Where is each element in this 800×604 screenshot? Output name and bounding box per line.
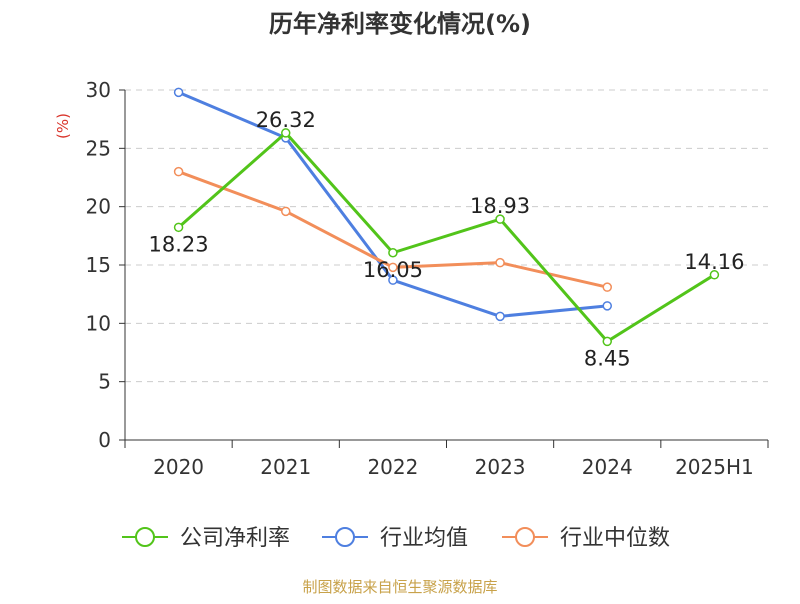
legend-marker <box>335 527 355 547</box>
data-point <box>173 166 184 177</box>
x-tick-label: 2022 <box>367 455 418 479</box>
legend-marker <box>515 527 535 547</box>
y-tick-label: 15 <box>86 253 111 277</box>
data-point <box>495 257 505 268</box>
x-tick-label: 2020 <box>153 455 204 479</box>
data-point <box>709 270 720 280</box>
y-tick-label: 25 <box>86 136 111 160</box>
data-label: 8.45 <box>584 346 631 370</box>
data-point <box>602 336 612 347</box>
y-tick-label: 10 <box>86 311 111 335</box>
y-tick-label: 20 <box>86 195 111 219</box>
data-label: 18.93 <box>470 194 530 218</box>
y-tick-label: 0 <box>98 428 111 452</box>
series-lines <box>173 87 720 347</box>
legend-label: 公司净利率 <box>180 526 290 551</box>
data-point <box>388 262 398 273</box>
legend-label: 行业均值 <box>380 526 468 551</box>
axes: 0 5 10 15 20 25 30 2020 2021 2022 2023 2024 2025H1 <box>86 78 769 479</box>
source-note: 制图数据来自恒生聚源数据库 <box>302 578 497 596</box>
y-tick-label: 5 <box>98 370 111 394</box>
x-tick-label: 2023 <box>475 455 526 479</box>
data-label: 14.16 <box>684 250 744 274</box>
data-point <box>173 222 184 233</box>
data-label: 16.05 <box>363 258 423 282</box>
data-point <box>495 311 505 322</box>
x-tick-label: 2025H1 <box>675 455 754 479</box>
data-point <box>173 87 184 98</box>
data-point <box>281 128 291 138</box>
y-tick-label: 30 <box>86 78 111 102</box>
x-tick-label: 2024 <box>582 455 633 479</box>
data-point <box>495 214 505 224</box>
data-label: 26.32 <box>256 108 316 132</box>
data-point <box>388 248 398 258</box>
legend-label: 行业中位数 <box>560 526 670 551</box>
x-tick-label: 2021 <box>260 455 311 479</box>
data-point <box>281 206 291 217</box>
data-point <box>602 301 612 311</box>
data-point <box>388 275 398 285</box>
series-line <box>177 131 716 343</box>
legend: 公司净利率 行业均值 行业中位数 <box>122 526 670 551</box>
y-axis-label: (%) <box>54 113 72 139</box>
data-point <box>602 282 612 292</box>
data-labels: 18.23 26.32 16.05 18.93 8.45 14.16 <box>149 108 745 370</box>
chart-title: 历年净利率变化情况(%) <box>269 10 531 38</box>
legend-marker <box>135 527 155 547</box>
data-label: 18.23 <box>149 232 209 256</box>
